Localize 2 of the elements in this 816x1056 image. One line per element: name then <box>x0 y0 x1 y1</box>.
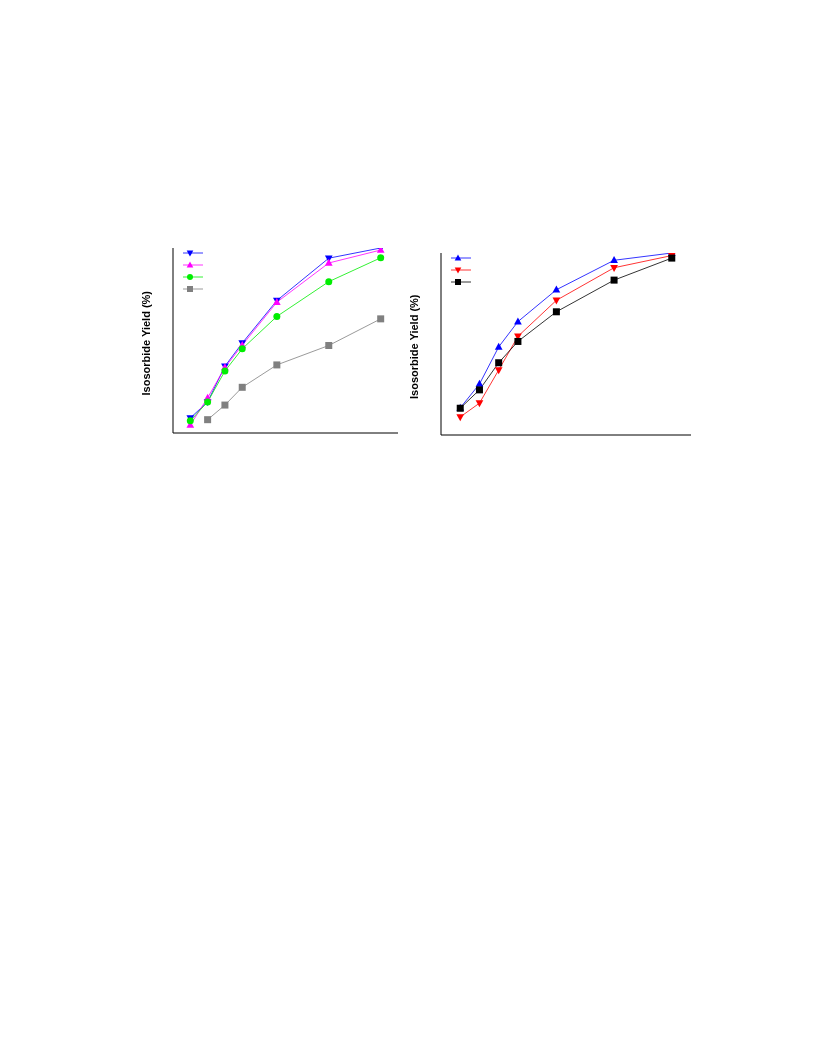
y-axis-title: Isosorbide Yield (%) <box>139 290 152 396</box>
y-axis-title: Isosorbide Yield (%) <box>407 294 420 399</box>
